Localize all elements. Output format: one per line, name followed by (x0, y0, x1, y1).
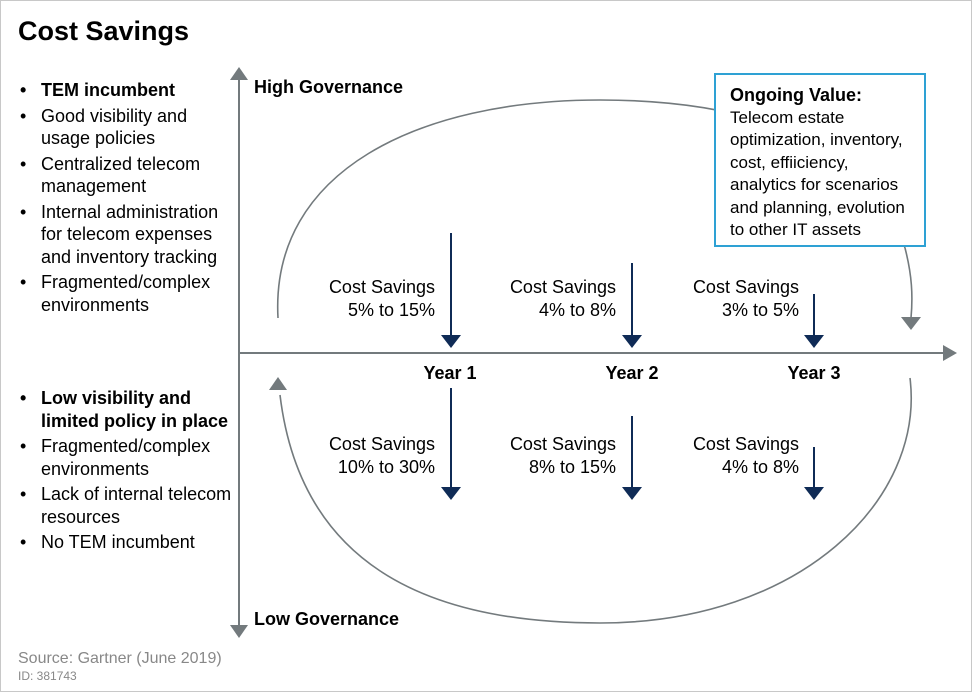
bullet-item: Good visibility and usage policies (18, 105, 233, 150)
savings-arrow-high-year2 (622, 263, 642, 348)
governance-axis-top-arrowhead (230, 67, 248, 80)
savings-arrow-low-year1 (441, 388, 461, 500)
bullet-item: TEM incumbent (18, 79, 233, 102)
year-1-label: Year 1 (423, 363, 477, 383)
savings-low-year3: Cost Savings 4% to 8% (659, 433, 799, 479)
savings-arrow-low-year2 (622, 416, 642, 500)
bullet-item: Internal administration for telecom expe… (18, 201, 233, 269)
savings-high-year3: Cost Savings 3% to 5% (659, 276, 799, 322)
high-governance-label: High Governance (254, 77, 404, 97)
savings-high-year2: Cost Savings 4% to 8% (476, 276, 616, 322)
savings-label: Cost Savings (509, 434, 616, 454)
year-3-label: Year 3 (787, 363, 841, 383)
governance-axis-bottom-arrowhead (230, 625, 248, 638)
savings-arrow-low-year3 (804, 447, 824, 500)
bullet-item: No TEM incumbent (18, 531, 233, 554)
savings-low-year2: Cost Savings 8% to 15% (476, 433, 616, 479)
bottom-cycle-arrowhead (269, 377, 287, 390)
savings-label: Cost Savings (328, 434, 435, 454)
ongoing-value-box: Ongoing Value: Telecom estate optimizati… (714, 73, 926, 247)
ongoing-value-text: Telecom estate optimization, inventory, … (730, 107, 905, 240)
savings-arrow-high-year3 (804, 294, 824, 348)
savings-label: Cost Savings (509, 277, 616, 297)
savings-high-year1: Cost Savings 5% to 15% (295, 276, 435, 322)
bullet-item: Low visibility and limited policy in pla… (18, 387, 233, 432)
page-title: Cost Savings (18, 16, 190, 46)
bullet-item: Fragmented/complex environments (18, 435, 233, 480)
low-governance-list: Low visibility and limited policy in pla… (18, 387, 233, 557)
bullet-item: Centralized telecom management (18, 153, 233, 198)
top-cycle-arc-tail (904, 247, 913, 319)
savings-label: Cost Savings (692, 277, 799, 297)
document-id: ID: 381743 (18, 669, 77, 683)
ongoing-value-title: Ongoing Value: (730, 85, 863, 105)
savings-range: 3% to 5% (721, 300, 799, 320)
savings-range: 4% to 8% (538, 300, 616, 320)
savings-range: 4% to 8% (721, 457, 799, 477)
bullet-item: Fragmented/complex environments (18, 271, 233, 316)
bullet-item: Lack of internal telecom resources (18, 483, 233, 528)
bottom-cycle-arc (279, 377, 912, 624)
savings-range: 8% to 15% (528, 457, 616, 477)
savings-arrow-high-year1 (441, 233, 461, 348)
time-axis-arrowhead (943, 345, 957, 361)
top-cycle-arrowhead (901, 317, 921, 330)
savings-low-year1: Cost Savings 10% to 30% (295, 433, 435, 479)
year-2-label: Year 2 (605, 363, 659, 383)
source-note: Source: Gartner (June 2019) (18, 650, 222, 667)
savings-range: 5% to 15% (347, 300, 435, 320)
savings-label: Cost Savings (692, 434, 799, 454)
savings-label: Cost Savings (328, 277, 435, 297)
low-governance-label: Low Governance (254, 609, 400, 629)
savings-range: 10% to 30% (337, 457, 435, 477)
high-governance-list: TEM incumbent Good visibility and usage p… (18, 79, 233, 319)
